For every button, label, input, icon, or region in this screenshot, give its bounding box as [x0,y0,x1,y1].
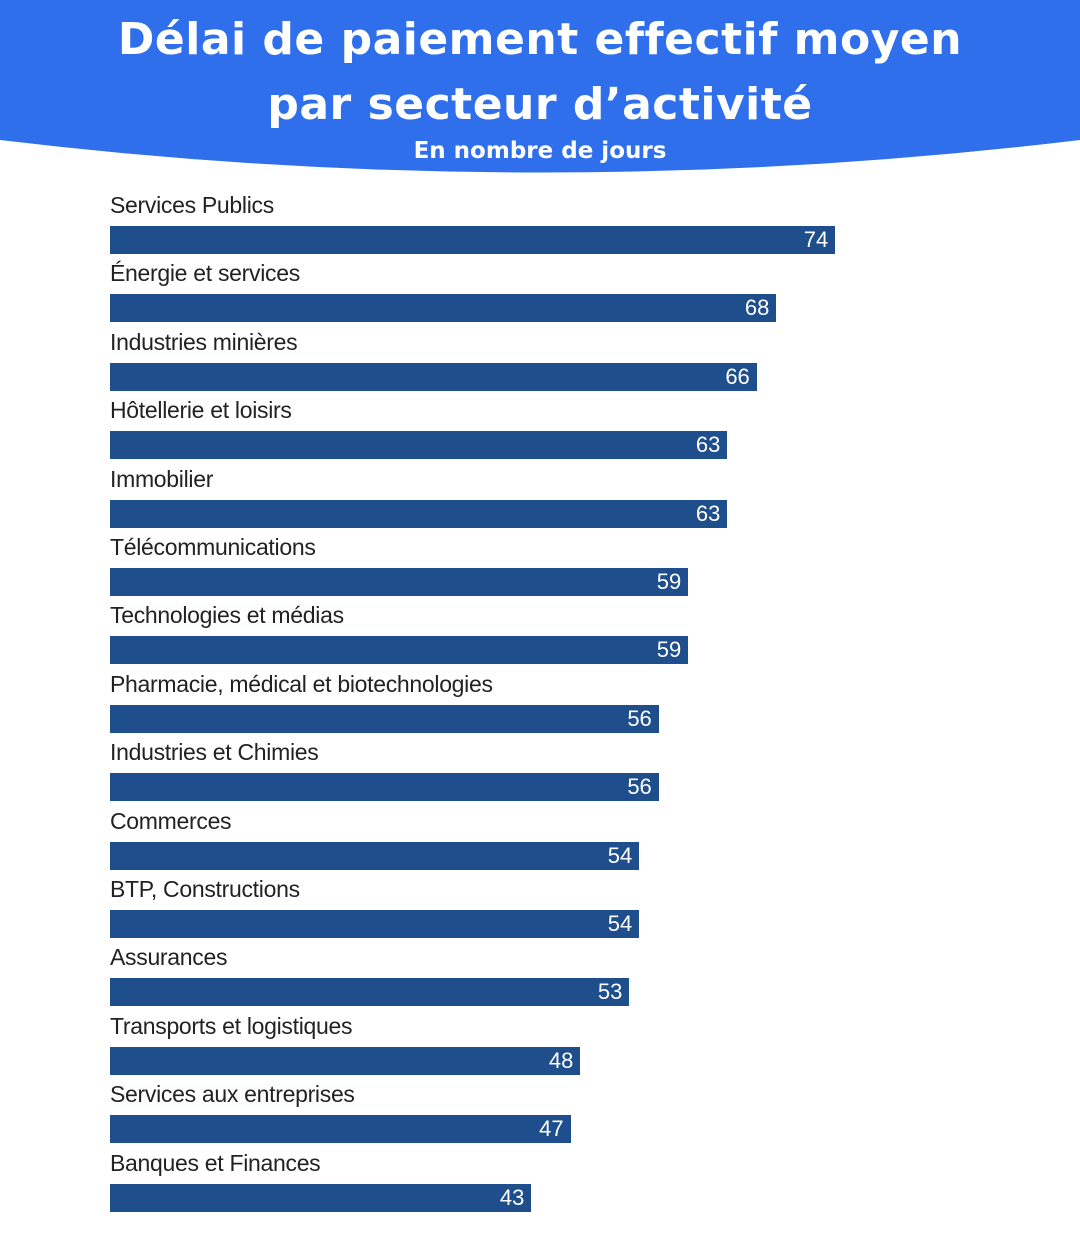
bar [110,1115,571,1144]
bar [110,294,777,323]
bar-value-label: 66 [725,363,750,389]
bar [110,1046,581,1075]
bar-value-label: 74 [803,227,829,252]
bar [110,1183,532,1212]
bar-value-label: 48 [548,1047,574,1073]
bar-value-label: 68 [744,295,770,321]
bar [110,704,659,733]
category-label: Services aux entreprises [110,1081,355,1108]
bar [110,978,630,1007]
category-label: Hôtellerie et loisirs [110,397,292,424]
category-label: Immobilier [110,465,214,492]
category-label: Transports et logistiques [110,1012,353,1039]
bar [110,636,689,665]
bar [110,841,640,870]
bar [110,226,836,254]
bar-value-label: 54 [607,911,633,936]
bar [110,499,728,528]
chart-title-line-2: par secteur d’activité [267,79,813,130]
bar-value-label: 59 [656,569,682,594]
bar-value-label: 43 [499,1184,525,1210]
bar-value-label: 47 [539,1116,564,1142]
chart-header: Délai de paiement effectif moyen par sec… [0,0,1080,175]
bar [110,568,689,596]
bar-value-label: 63 [695,432,721,458]
bar [110,431,728,460]
bar-value-label: 63 [695,500,721,526]
bar-value-label: 53 [597,979,623,1005]
category-label: Pharmacie, médical et biotechnologies [110,670,493,697]
category-label: Commerces [110,807,232,834]
bar [110,362,757,391]
bar [110,773,659,802]
category-label: Technologies et médias [110,602,344,629]
header-background-shape [0,0,1080,173]
bar [110,910,640,938]
category-label: Industries et Chimies [110,739,319,766]
bar-value-label: 59 [656,637,682,663]
category-label: Services Publics [110,192,274,218]
category-label: Énergie et services [110,260,300,287]
chart-subtitle: En nombre de jours [413,138,667,164]
category-label: Industries minières [110,328,298,355]
bar-value-label: 54 [607,842,633,868]
category-label: Assurances [110,944,228,971]
chart-title-line-1: Délai de paiement effectif moyen [117,14,963,65]
bar-value-label: 56 [627,774,652,800]
bar-value-label: 56 [627,705,652,731]
category-label: Télécommunications [110,534,316,560]
category-label: Banques et Finances [110,1149,321,1176]
category-label: BTP, Constructions [110,876,300,902]
